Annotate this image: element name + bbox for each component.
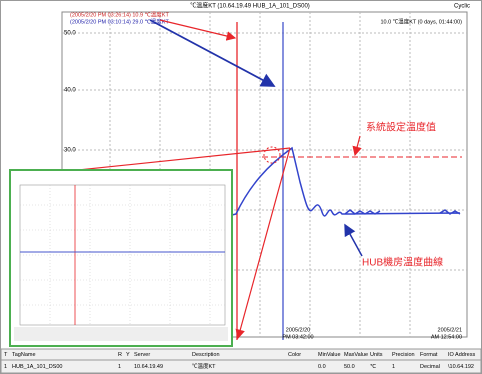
legend-entry: (2005/2/20 PM 03:26:14) 10.9 ℃溫度KT bbox=[70, 10, 169, 18]
tag-table: T TagName R Y Server Description Color MinValue… bbox=[0, 348, 482, 374]
column-header: Description bbox=[192, 352, 220, 358]
table-cell: 10.64.19.49 bbox=[134, 364, 163, 370]
column-header: Color bbox=[288, 352, 301, 358]
red-arrow bbox=[159, 19, 237, 41]
table-cell: 1 bbox=[118, 364, 121, 370]
column-header: Units bbox=[370, 352, 383, 358]
x-label: PM 03:42:00 bbox=[282, 334, 313, 340]
column-header: MaxValue bbox=[344, 352, 368, 358]
x-label: 2005/2/21 bbox=[438, 327, 462, 333]
grid bbox=[62, 12, 467, 337]
inset-screenshot bbox=[9, 169, 233, 347]
table-cell: Decimal bbox=[420, 364, 440, 370]
x-label: AM 12:54:00 bbox=[431, 334, 462, 340]
column-header: T bbox=[4, 352, 8, 358]
table-cell: HUB_1A_101_DS00 bbox=[12, 364, 62, 370]
table-cell: ℃溫度KT bbox=[192, 362, 216, 370]
column-header: MinValue bbox=[318, 352, 341, 358]
table-cell: \10.64.192 bbox=[448, 364, 474, 370]
mode-label: Cyclic bbox=[454, 4, 470, 10]
column-header: Precision bbox=[392, 352, 415, 358]
range-note: 10.0 ℃溫度KT (0 days, 01:44:00) bbox=[380, 17, 462, 25]
table-cell: 50.0 bbox=[344, 364, 355, 370]
table-cell: ℃ bbox=[370, 364, 377, 370]
table-cell: 1 bbox=[4, 364, 7, 370]
red-arrow bbox=[235, 147, 291, 340]
blue-arrow bbox=[149, 19, 276, 87]
y-label: 30.0 bbox=[64, 148, 76, 154]
annotation-arrow bbox=[344, 223, 363, 257]
column-header: Server bbox=[134, 352, 150, 358]
column-header: R bbox=[118, 352, 122, 358]
column-header: TagName bbox=[12, 352, 36, 358]
y-label: 50.0 bbox=[64, 31, 76, 37]
y-label: 40.0 bbox=[64, 88, 76, 94]
table-cell: 0.0 bbox=[318, 364, 326, 370]
peak-circle bbox=[263, 146, 281, 164]
x-label: 2005/2/20 bbox=[286, 327, 310, 333]
annotation-arrow bbox=[352, 135, 362, 157]
annotation: HUB機房溫度曲線 bbox=[362, 256, 443, 269]
table-cell: 1 bbox=[392, 364, 395, 370]
column-header: Y bbox=[126, 352, 130, 358]
temperature-curve bbox=[231, 146, 461, 217]
window-title: ℃溫度KT (10.64.19.49 HUB_1A_101_DS00) bbox=[190, 2, 310, 10]
column-header: Format bbox=[420, 352, 438, 358]
column-header: IO Address bbox=[448, 352, 475, 358]
annotation: 系統設定溫度值 bbox=[366, 121, 436, 134]
legend-entry: (2005/2/20 PM 03:10:14) 29.0 ℃溫度KT bbox=[70, 17, 169, 25]
